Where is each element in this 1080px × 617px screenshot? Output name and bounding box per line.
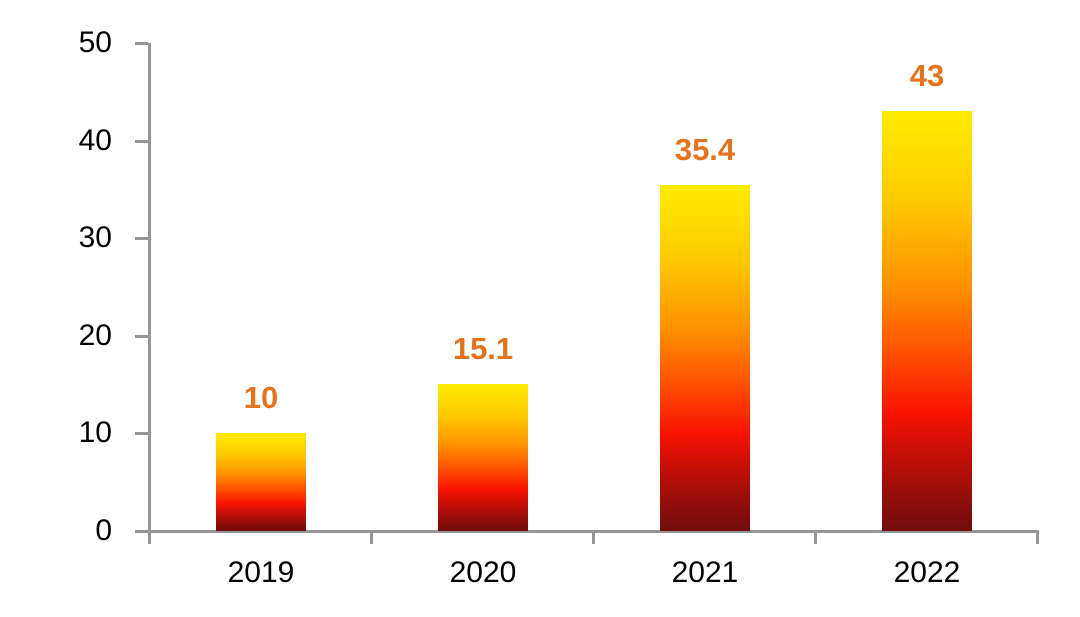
y-axis-tick	[135, 139, 148, 143]
y-axis-tick	[135, 432, 148, 436]
bar-value-label-2021: 35.4	[674, 132, 736, 168]
x-axis-tick	[148, 530, 151, 544]
bar-2020	[438, 383, 528, 531]
bar-2019	[216, 433, 306, 531]
y-axis-tick-label: 30	[78, 221, 112, 255]
y-axis-tick-label: 0	[95, 514, 112, 547]
bar-value-label-2019: 10	[243, 380, 279, 416]
x-axis-tick	[370, 530, 373, 544]
y-axis-line	[148, 43, 151, 538]
y-axis-tick	[135, 42, 148, 45]
x-axis-tick-label-2022: 2022	[893, 556, 961, 589]
x-axis-tick	[814, 530, 817, 544]
x-axis-tick-label-2019: 2019	[227, 556, 295, 589]
y-axis-tick-label: 20	[78, 318, 112, 352]
bar-value-label-2020: 15.1	[452, 330, 514, 366]
y-axis-tick	[135, 237, 148, 241]
y-axis-tick-label: 50	[78, 26, 112, 59]
y-axis-tick	[135, 530, 148, 533]
x-axis-tick-label-2021: 2021	[671, 556, 739, 589]
x-axis-tick	[1036, 530, 1039, 544]
bar-2021	[660, 185, 750, 531]
bar-2022	[882, 111, 972, 531]
bar-value-label-2022: 43	[909, 58, 945, 94]
x-axis-tick-label-2020: 2020	[449, 556, 517, 589]
x-axis-tick	[592, 530, 595, 544]
y-axis-tick-label: 10	[78, 416, 112, 450]
y-axis-tick	[135, 334, 148, 338]
y-axis-tick-label: 40	[78, 123, 112, 157]
